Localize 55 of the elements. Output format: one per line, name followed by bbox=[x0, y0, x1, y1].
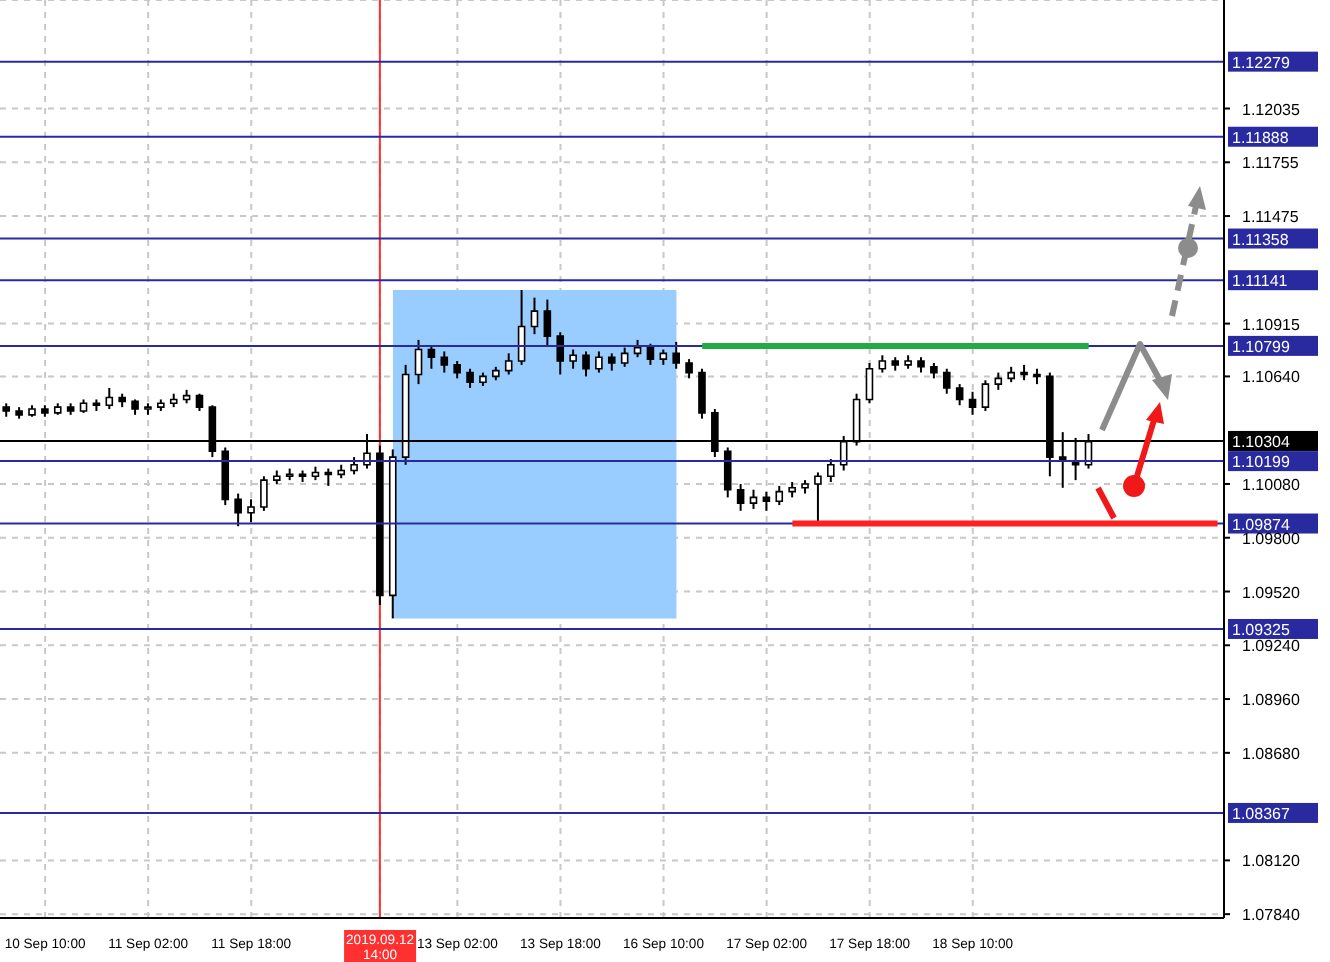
ref-line-label: 1.11358 bbox=[1232, 230, 1290, 249]
candlestick bbox=[260, 475, 268, 512]
candlestick bbox=[440, 350, 449, 374]
y-tick-label: 1.10080 bbox=[1242, 475, 1301, 494]
y-tick-label: 1.11475 bbox=[1242, 208, 1300, 227]
y-tick-label: 1.08960 bbox=[1242, 691, 1301, 710]
candlestick bbox=[955, 383, 964, 407]
candlestick bbox=[595, 350, 603, 374]
candlestick bbox=[942, 367, 951, 395]
ref-line-label: 1.10199 bbox=[1232, 453, 1291, 472]
ref-line-label: 1.11141 bbox=[1232, 272, 1289, 291]
y-tick-label: 1.11755 bbox=[1242, 154, 1300, 173]
candlestick bbox=[414, 338, 423, 386]
y-tick-label: 1.08680 bbox=[1242, 744, 1301, 763]
candlestick bbox=[582, 350, 590, 378]
candlestick bbox=[672, 340, 680, 370]
y-tick-label: 1.10640 bbox=[1242, 368, 1301, 387]
candlestick bbox=[762, 490, 771, 512]
candlestick bbox=[569, 348, 577, 370]
candlestick bbox=[685, 358, 693, 380]
ref-line-label: 1.10799 bbox=[1232, 337, 1291, 356]
y-tick-label: 1.09800 bbox=[1242, 529, 1301, 548]
candlestick bbox=[749, 488, 758, 510]
candlestick bbox=[827, 458, 835, 484]
candlestick bbox=[543, 298, 552, 347]
candlestick bbox=[775, 484, 784, 507]
y-tick-label: 1.08120 bbox=[1242, 852, 1301, 871]
candlestick bbox=[466, 367, 474, 389]
candlestick bbox=[968, 390, 977, 416]
candlestick bbox=[865, 361, 874, 405]
candlestick bbox=[620, 346, 629, 368]
candlestick bbox=[247, 498, 255, 524]
y-tick-label: 1.12035 bbox=[1242, 100, 1301, 119]
candlestick bbox=[814, 471, 822, 524]
candlestick bbox=[105, 386, 114, 411]
ref-line-label: 1.12279 bbox=[1232, 53, 1291, 72]
ref-line-label: 1.09874 bbox=[1232, 515, 1291, 534]
y-tick-label: 1.09240 bbox=[1242, 637, 1301, 656]
candlestick bbox=[556, 331, 565, 376]
candlestick bbox=[698, 367, 706, 420]
ref-line-label: 1.11888 bbox=[1232, 128, 1290, 147]
candlestick bbox=[530, 296, 539, 336]
y-tick-label: 1.09520 bbox=[1242, 583, 1301, 602]
candlestick bbox=[736, 482, 745, 512]
candlestick bbox=[981, 379, 990, 412]
ref-line-label: 1.10304 bbox=[1232, 432, 1291, 451]
candlestick bbox=[723, 446, 732, 499]
ref-line-label: 1.08367 bbox=[1232, 804, 1291, 823]
ref-line-label: 1.09325 bbox=[1232, 620, 1291, 639]
candlestick bbox=[427, 344, 436, 370]
candlestick bbox=[234, 492, 242, 528]
candlestick bbox=[504, 352, 513, 376]
y-tick-label: 1.07840 bbox=[1242, 906, 1301, 925]
candlestick bbox=[646, 342, 655, 366]
y-tick-label: 1.10915 bbox=[1242, 315, 1301, 334]
